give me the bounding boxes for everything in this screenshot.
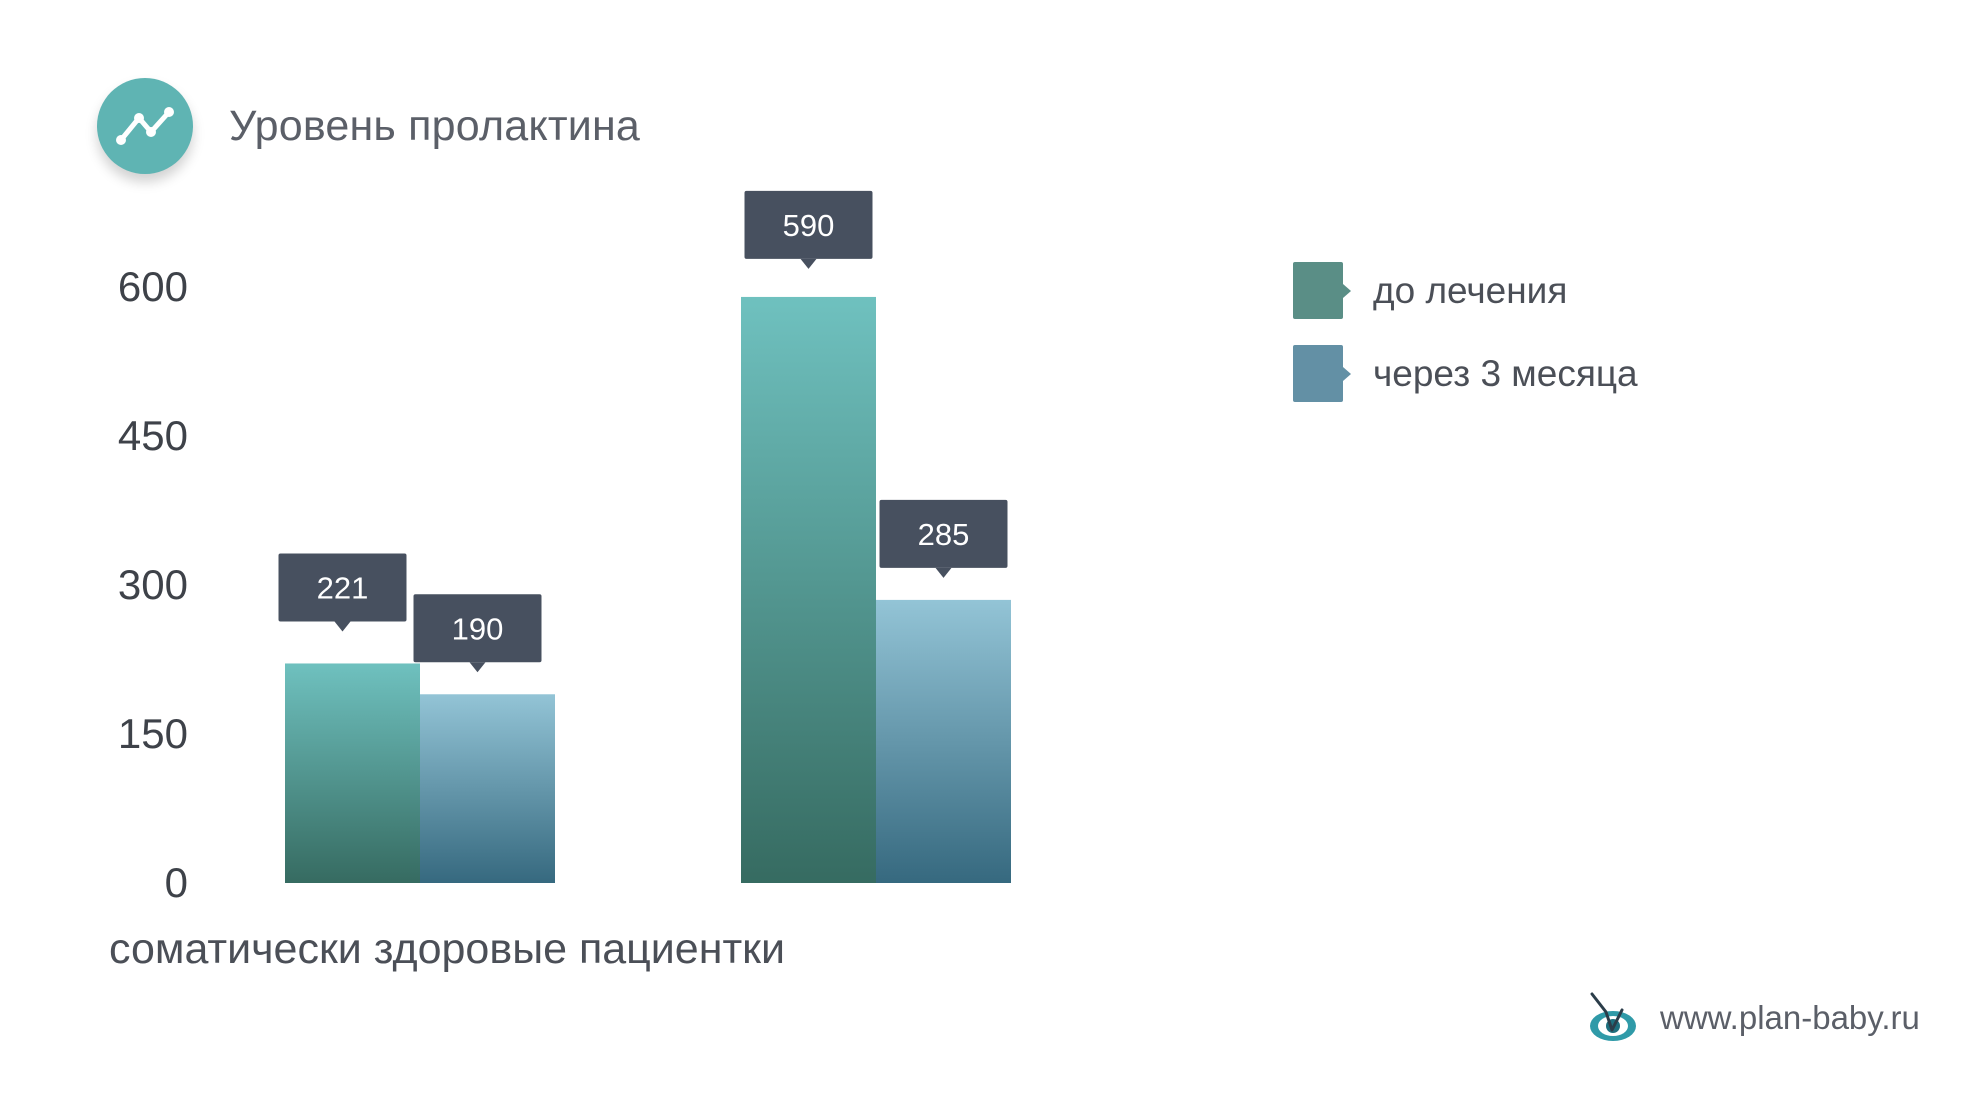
tooltip-box	[278, 553, 407, 622]
bar-series1-group2	[741, 296, 876, 883]
legend-item-after-3-months: через 3 месяца	[1293, 345, 1638, 402]
eye-logo-icon	[1590, 992, 1636, 1041]
legend: до лечения через 3 месяца	[1293, 262, 1638, 428]
data-label-text: 190	[452, 611, 504, 646]
line-chart-icon	[97, 78, 193, 174]
tooltip-pointer	[935, 567, 952, 578]
tooltip-box	[744, 190, 873, 259]
chart-title: Уровень пролактина	[229, 101, 641, 150]
data-label-text: 590	[783, 208, 835, 243]
footer-brand[interactable]: www.plan-baby.ru	[1586, 990, 1920, 1046]
legend-label-before-treatment: до лечения	[1373, 269, 1568, 311]
data-label-series2-group2: 285	[879, 499, 1008, 578]
x-axis-label: соматически здоровые пациентки	[109, 925, 785, 973]
site-link[interactable]: www.plan-baby.ru	[1660, 999, 1920, 1036]
bar-series2-group2	[876, 599, 1011, 883]
tooltip-pointer	[334, 621, 351, 632]
y-tick-label-150: 150	[118, 710, 188, 757]
legend-swatch-after-3-months	[1293, 345, 1351, 402]
bar-series2-group1	[420, 694, 555, 883]
bar-series1-group1	[285, 663, 420, 883]
tooltip-box	[413, 594, 542, 663]
data-label-text: 285	[918, 517, 970, 552]
tooltip-pointer	[800, 258, 817, 269]
data-label-text: 221	[317, 570, 369, 605]
y-tick-label-0: 0	[165, 859, 188, 906]
tooltip-pointer	[469, 662, 486, 673]
tooltip-box	[879, 499, 1008, 568]
legend-swatch-before-treatment	[1293, 262, 1351, 319]
data-label-series1-group2: 590	[744, 190, 873, 269]
chart-header: Уровень пролактина	[97, 78, 640, 174]
y-tick-label-450: 450	[118, 412, 188, 459]
y-tick-label-600: 600	[118, 263, 188, 310]
data-label-series1-group1: 221	[278, 553, 407, 632]
data-label-series2-group1: 190	[413, 594, 542, 673]
legend-label-after-3-months: через 3 месяца	[1373, 352, 1638, 394]
legend-item-before-treatment: до лечения	[1293, 262, 1638, 319]
y-tick-label-300: 300	[118, 561, 188, 608]
